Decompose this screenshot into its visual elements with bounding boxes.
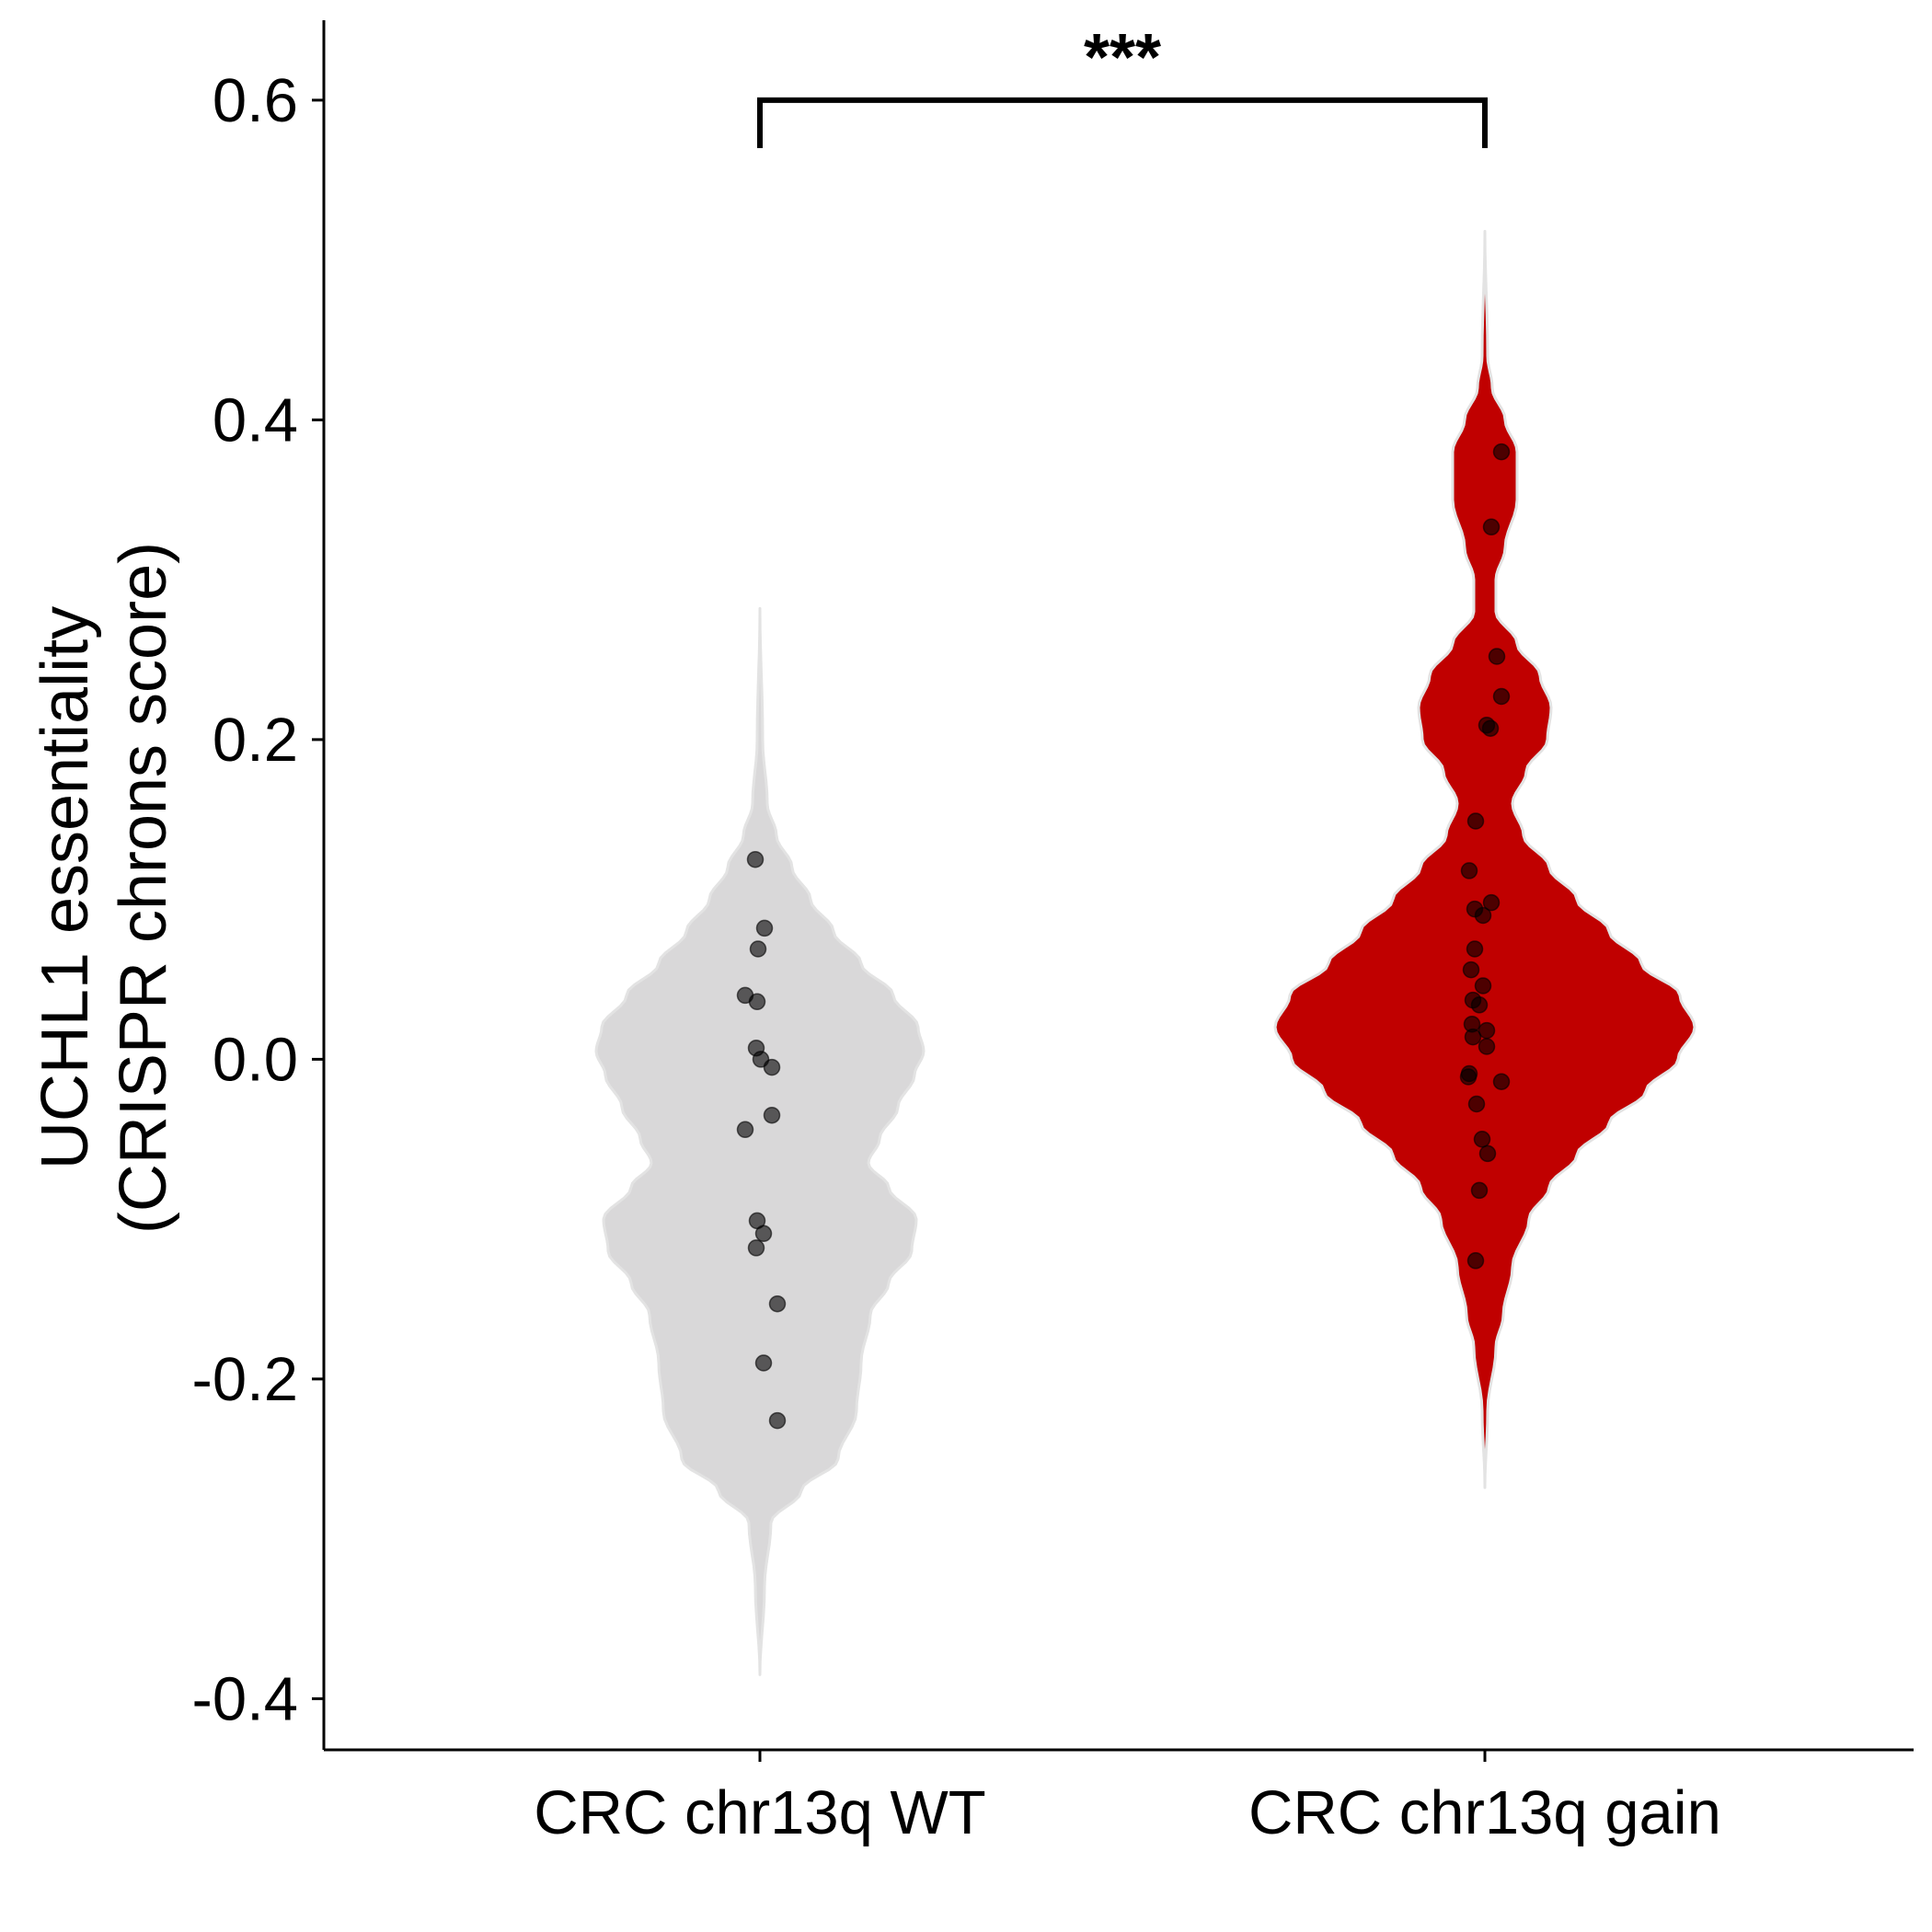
data-point-gain xyxy=(1470,1181,1489,1200)
y-tick-label: 0.4 xyxy=(213,385,298,454)
data-point-wt xyxy=(768,1411,787,1430)
y-tick-label: 0.2 xyxy=(213,706,298,775)
x-tick-label-wt: CRC chr13q WT xyxy=(534,1778,985,1847)
data-point-wt xyxy=(749,940,767,958)
data-point-gain xyxy=(1466,940,1484,958)
data-point-gain xyxy=(1466,1252,1485,1270)
data-point-gain xyxy=(1466,812,1485,830)
data-point-wt xyxy=(763,1058,781,1076)
y-axis-title-line-1: UCHL1 essentiality xyxy=(29,606,102,1169)
violin-gain xyxy=(1273,229,1696,1489)
data-point-wt xyxy=(754,1354,773,1372)
data-point-wt xyxy=(768,1294,787,1313)
y-axis-title-line-2: (CRISPR chrons score) xyxy=(107,542,180,1234)
data-point-gain xyxy=(1470,996,1489,1014)
significance-bracket-group: *** xyxy=(757,21,1488,149)
violin-wt xyxy=(594,606,926,1676)
data-point-gain xyxy=(1492,1073,1511,1090)
y-tick-label: 0.6 xyxy=(213,66,298,135)
y-tick-label: -0.4 xyxy=(192,1664,298,1733)
data-point-gain xyxy=(1492,443,1511,461)
data-point-wt xyxy=(748,993,766,1011)
data-point-wt xyxy=(747,1239,765,1257)
data-point-gain xyxy=(1492,687,1511,706)
y-ticks: -0.4 -0.2 0.0 0.2 0.4 0.6 xyxy=(192,66,324,1733)
points-layer xyxy=(736,443,1511,1430)
data-point-wt xyxy=(736,1121,754,1139)
significance-bracket xyxy=(757,97,1488,149)
data-point-wt xyxy=(746,850,765,868)
data-point-gain xyxy=(1462,960,1480,979)
data-point-wt xyxy=(763,1106,781,1124)
data-point-gain xyxy=(1473,1131,1491,1148)
data-point-gain xyxy=(1460,862,1478,880)
axes-layer xyxy=(322,20,1914,1752)
x-ticks: CRC chr13q WT CRC chr13q gain xyxy=(534,1750,1721,1847)
data-point-gain xyxy=(1459,1068,1478,1086)
data-point-gain xyxy=(1478,1144,1497,1163)
data-point-gain xyxy=(1488,648,1506,665)
y-tick-label: -0.2 xyxy=(192,1345,298,1414)
data-point-gain xyxy=(1474,906,1492,925)
data-point-wt xyxy=(755,919,774,937)
data-point-gain xyxy=(1481,719,1500,737)
x-tick-label-gain: CRC chr13q gain xyxy=(1248,1778,1721,1847)
data-point-gain xyxy=(1464,1028,1482,1046)
data-point-gain xyxy=(1474,977,1492,995)
violins-layer xyxy=(594,229,1696,1676)
y-axis-title: UCHL1 essentiality (CRISPR chrons score) xyxy=(29,542,180,1234)
data-point-wt xyxy=(754,1225,773,1243)
data-point-gain xyxy=(1478,1038,1496,1055)
data-point-gain xyxy=(1482,893,1501,912)
y-tick-label: 0.0 xyxy=(213,1025,298,1094)
data-point-gain xyxy=(1482,518,1501,536)
data-point-gain xyxy=(1467,1095,1486,1113)
significance-label: *** xyxy=(1084,21,1161,95)
